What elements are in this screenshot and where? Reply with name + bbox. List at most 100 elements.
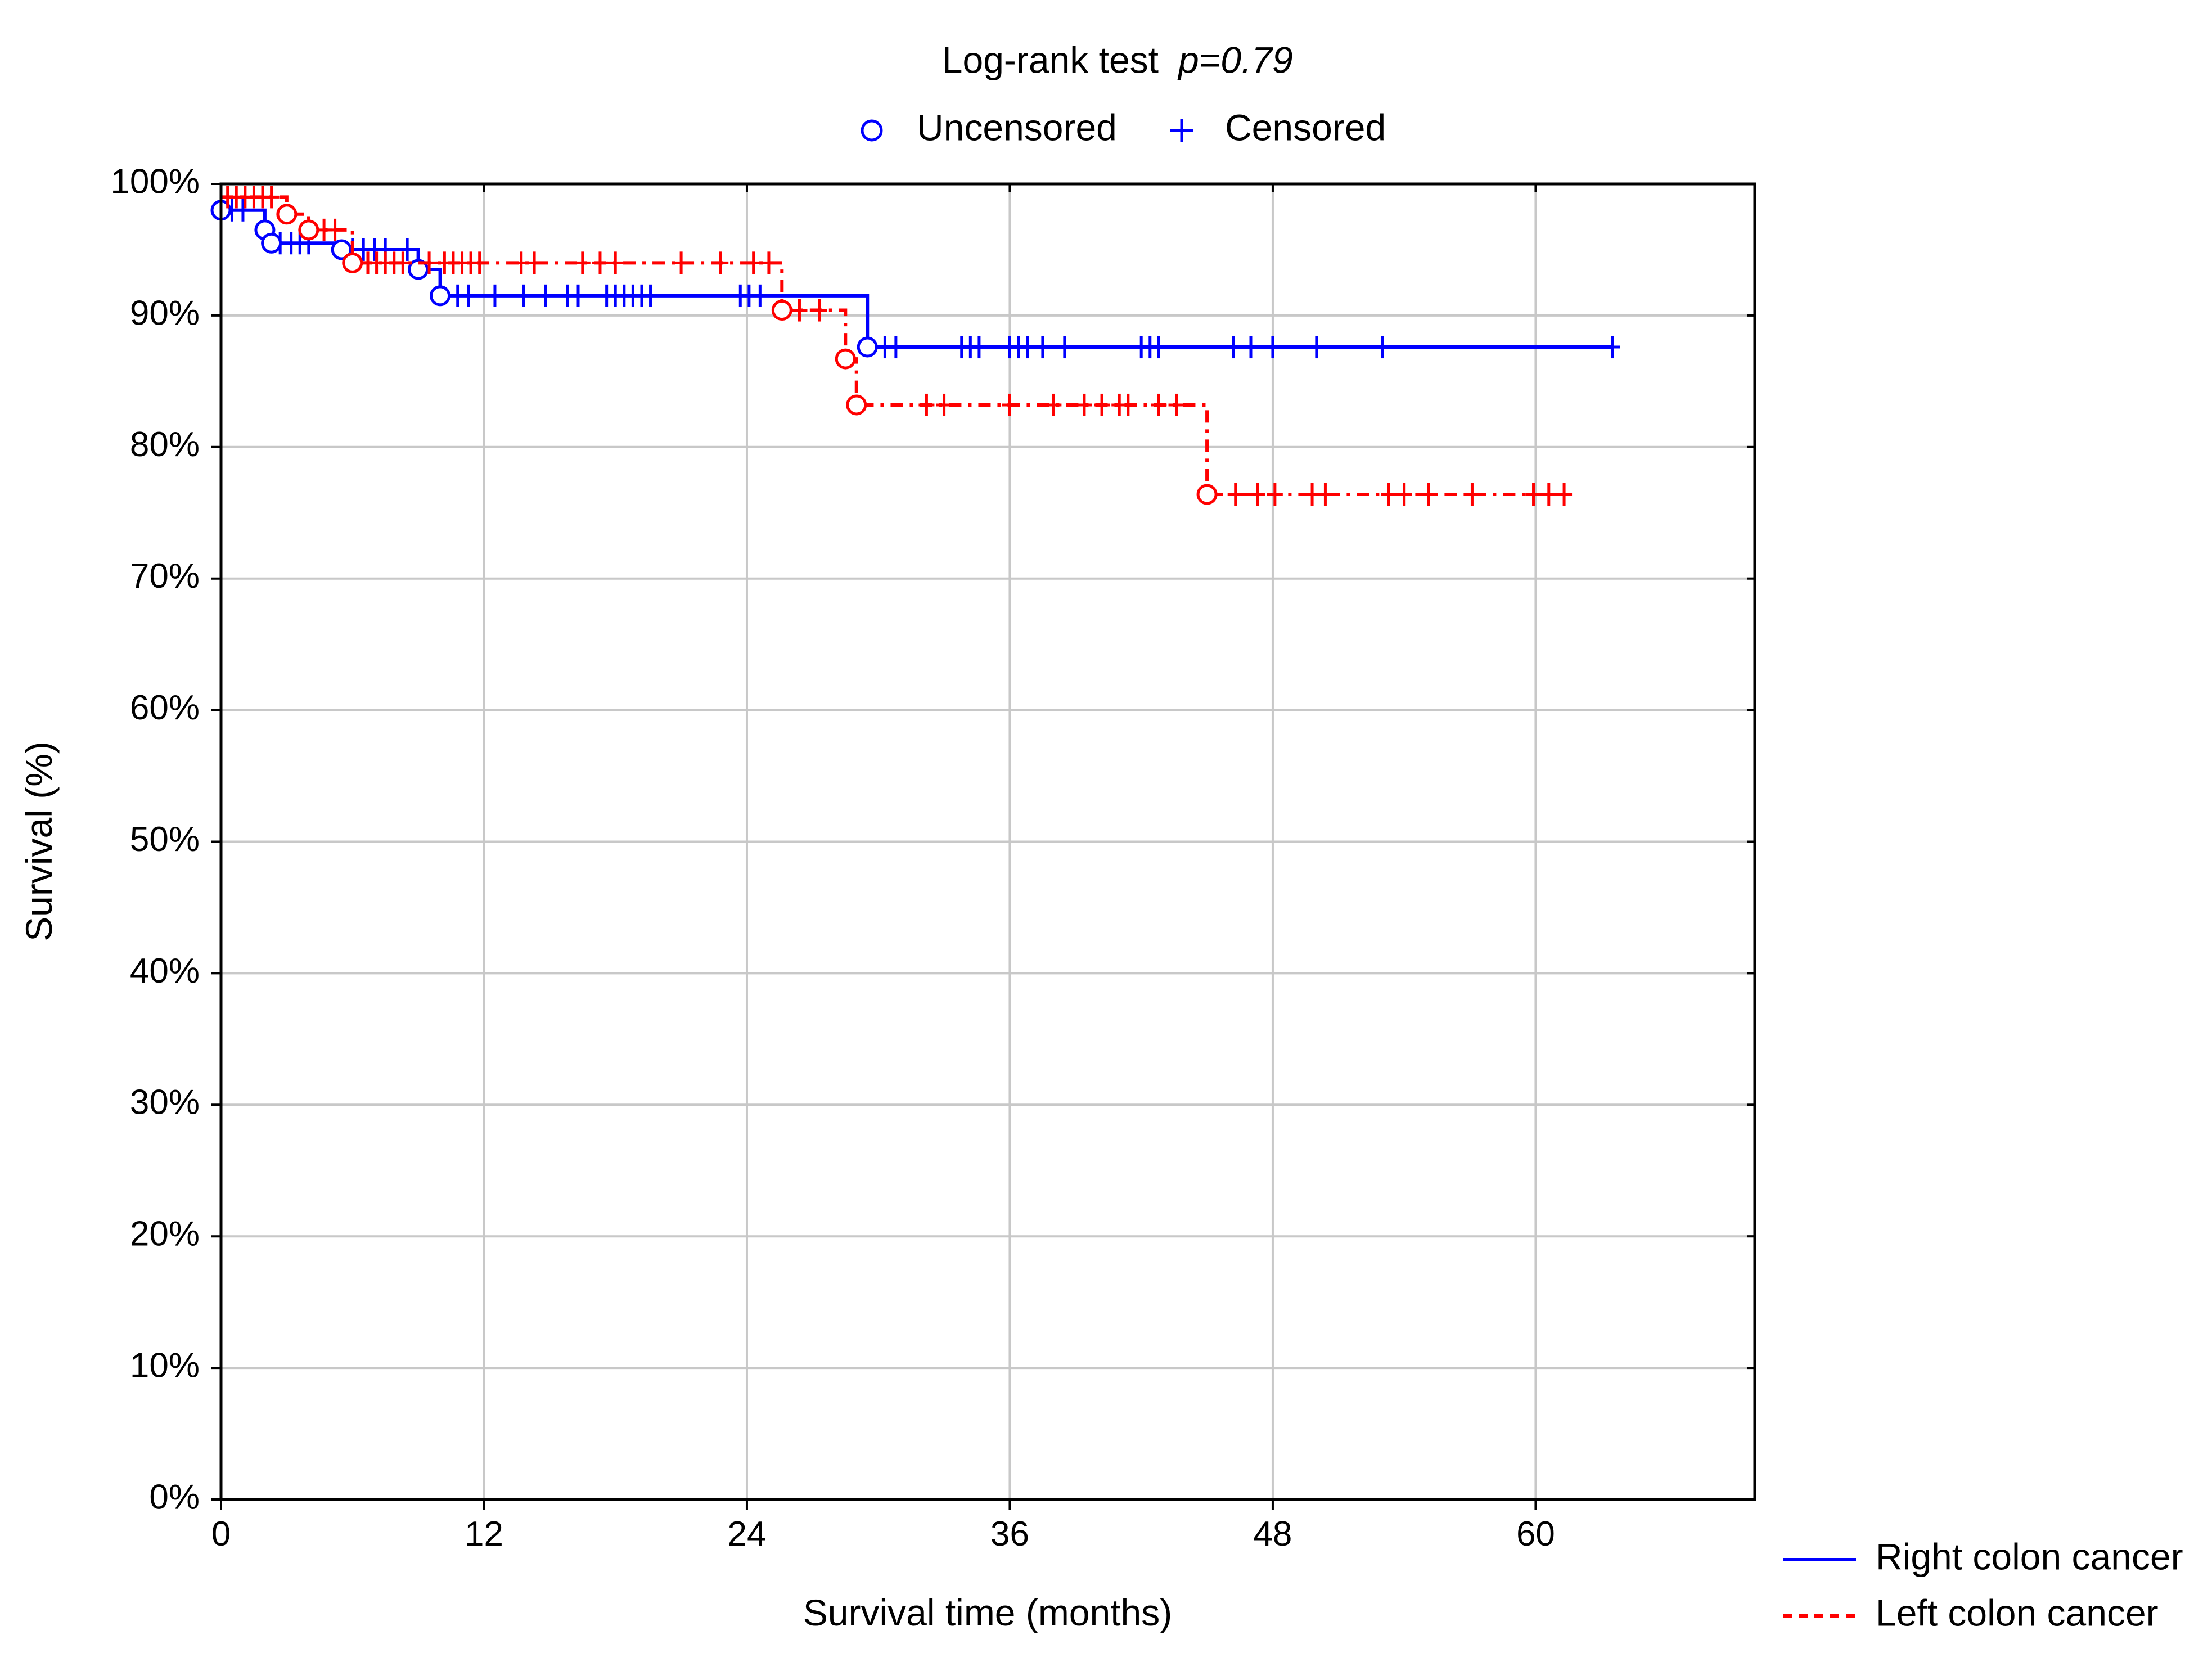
- right-colon-censored-mark: [486, 284, 503, 307]
- left-colon-uncensored-mark: [342, 252, 363, 273]
- gridlines: [221, 184, 1755, 1499]
- x-tick-label: 24: [727, 1515, 766, 1553]
- left-colon-censored-mark: [918, 393, 935, 416]
- left-colon-censored-mark: [592, 251, 608, 274]
- right-colon-uncensored-mark: [408, 259, 429, 280]
- left-colon-censored-mark: [327, 218, 343, 241]
- p-value-annotation: p=0.79: [1177, 39, 1293, 80]
- right-colon-censored-mark: [887, 336, 904, 359]
- x-tick-label: 60: [1516, 1515, 1555, 1553]
- left-colon-censored-mark: [1076, 393, 1092, 416]
- left-colon-censored-mark: [1464, 483, 1480, 506]
- left-colon-censored-mark: [1396, 483, 1412, 506]
- left-colon-censored-mark: [1151, 393, 1167, 416]
- left-colon-censored-mark: [471, 251, 488, 274]
- y-tick-label: 70%: [130, 557, 200, 596]
- left-colon-censored-mark: [1420, 483, 1436, 506]
- left-colon-censored-mark: [1304, 483, 1321, 506]
- right-colon-censored-mark: [399, 238, 416, 261]
- left-colon-censored-mark: [513, 251, 529, 274]
- left-colon-censored-mark: [1317, 483, 1333, 506]
- x-tick-label: 12: [465, 1515, 503, 1553]
- left-colon-censored-mark: [395, 251, 411, 274]
- x-tick-label: 48: [1253, 1515, 1292, 1553]
- left-colon-censored-mark: [1381, 483, 1397, 506]
- y-axis-title: Survival (%): [18, 741, 60, 942]
- left-colon-censored-mark: [526, 251, 543, 274]
- left-colon-survival-line: [221, 195, 1569, 497]
- right-colon-censored-mark: [971, 336, 987, 359]
- censored-legend-label: Censored: [1225, 106, 1386, 148]
- right-colon-censored-mark: [461, 284, 477, 307]
- y-tick-labels: 0% 10% 20% 30% 40% 50% 60% 70% 80% 90% 100%: [110, 162, 200, 1516]
- left-colon-censored-mark: [263, 186, 280, 209]
- y-tick-label: 100%: [110, 162, 200, 201]
- y-tick-label: 20%: [130, 1215, 200, 1254]
- left-colon-censored-mark: [1227, 483, 1244, 506]
- right-colon-censored-mark: [1604, 336, 1620, 359]
- left-colon-censored-mark: [1556, 483, 1573, 506]
- right-colon-series: [210, 199, 1620, 359]
- x-tick-labels: 0 12 24 36 48 60: [211, 1515, 1555, 1553]
- left-colon-uncensored-mark: [1196, 484, 1218, 505]
- series-legend: Right colon cancer Left colon cancer: [1783, 1535, 2183, 1633]
- right-colon-censored-mark: [1374, 336, 1390, 359]
- left-colon-censored-mark: [1046, 393, 1062, 416]
- y-tick-label: 80%: [130, 425, 200, 464]
- left-colon-censored-mark: [574, 251, 591, 274]
- right-colon-censored-mark: [515, 284, 531, 307]
- left-colon-legend-label: Left colon cancer: [1876, 1592, 2159, 1633]
- left-colon-censored-mark: [673, 251, 690, 274]
- y-tick-label: 90%: [130, 294, 200, 332]
- left-colon-censored-mark: [1094, 393, 1110, 416]
- left-colon-censored-mark: [1249, 483, 1265, 506]
- left-colon-censored-mark: [1525, 483, 1542, 506]
- right-colon-uncensored-mark: [331, 239, 352, 260]
- left-colon-censored-mark: [936, 393, 952, 416]
- left-colon-censored-mark: [1267, 483, 1283, 506]
- left-colon-uncensored-mark: [846, 394, 867, 416]
- left-colon-censored-mark: [791, 299, 808, 322]
- right-colon-legend-label: Right colon cancer: [1876, 1535, 2183, 1577]
- right-colon-censored-mark: [642, 284, 659, 307]
- y-tick-label: 40%: [130, 952, 200, 990]
- uncensored-legend-label: Uncensored: [917, 106, 1117, 148]
- right-colon-censored-mark: [570, 284, 587, 307]
- x-tick-label: 0: [211, 1515, 231, 1553]
- left-colon-censored-mark: [811, 299, 827, 322]
- left-colon-censored-mark: [607, 251, 624, 274]
- x-tick-label: 36: [990, 1515, 1029, 1553]
- censored-legend-icon: [1170, 119, 1193, 142]
- right-colon-censored-mark: [1308, 336, 1325, 359]
- right-colon-censored-mark: [235, 199, 251, 222]
- left-colon-censored-mark: [1002, 393, 1018, 416]
- left-colon-uncensored-mark: [276, 204, 298, 225]
- right-colon-censored-mark: [1019, 336, 1035, 359]
- left-colon-series: [219, 186, 1573, 506]
- right-colon-censored-mark: [1151, 336, 1167, 359]
- plot-frame: [219, 182, 1756, 1501]
- left-colon-censored-mark: [1540, 483, 1557, 506]
- axis-ticks: [211, 183, 1755, 1510]
- left-colon-censored-mark: [1120, 393, 1136, 416]
- y-tick-label: 50%: [130, 820, 200, 859]
- right-colon-uncensored-mark: [261, 232, 282, 254]
- right-colon-uncensored-mark: [430, 285, 451, 307]
- left-colon-uncensored-mark: [298, 219, 319, 241]
- left-colon-uncensored-mark: [771, 300, 792, 321]
- y-tick-label: 30%: [130, 1083, 200, 1122]
- left-colon-censored-mark: [745, 251, 762, 274]
- right-colon-uncensored-mark: [857, 336, 878, 358]
- series-layer: [210, 186, 1620, 506]
- right-colon-censored-mark: [1242, 336, 1259, 359]
- right-colon-censored-mark: [537, 284, 553, 307]
- right-colon-censored-mark: [1034, 336, 1051, 359]
- right-colon-censored-mark: [752, 284, 768, 307]
- left-colon-censored-mark: [1168, 393, 1184, 416]
- left-colon-censored-mark: [421, 251, 438, 274]
- left-colon-uncensored-mark: [835, 348, 856, 370]
- uncensored-legend-icon: [861, 119, 883, 142]
- left-colon-censored-mark: [713, 251, 729, 274]
